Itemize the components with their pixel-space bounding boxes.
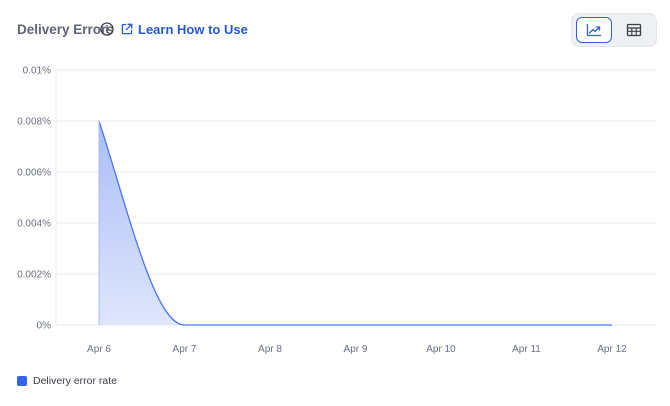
series-area [99, 121, 612, 325]
external-link-icon [121, 23, 133, 35]
legend-swatch [17, 376, 27, 386]
y-tick-label: 0.004% [17, 219, 51, 230]
x-tick-label: Apr 11 [512, 344, 541, 355]
y-tick-label: 0.002% [17, 270, 51, 281]
learn-how-to-use-link[interactable]: Learn How to Use [121, 21, 248, 37]
table-icon [626, 23, 642, 37]
info-icon[interactable] [100, 22, 114, 36]
learn-link-label: Learn How to Use [138, 21, 248, 37]
x-tick-label: Apr 7 [173, 344, 197, 355]
chart-view-button[interactable] [576, 17, 612, 43]
y-tick-label: 0.006% [17, 168, 51, 179]
y-tick-label: 0.01% [23, 66, 51, 77]
table-view-button[interactable] [616, 17, 652, 43]
line-chart-icon [586, 24, 601, 37]
x-tick-label: Apr 6 [87, 344, 111, 355]
page-title: Delivery Errors [17, 22, 114, 37]
x-tick-label: Apr 9 [344, 344, 368, 355]
x-tick-label: Apr 8 [258, 344, 282, 355]
y-tick-label: 0.008% [17, 117, 51, 128]
y-tick-label: 0% [37, 321, 52, 332]
series-line [98, 120, 612, 326]
view-toggle [571, 13, 657, 47]
chart-header: Delivery Errors Learn How to Use [0, 0, 670, 60]
legend-label: Delivery error rate [33, 375, 118, 387]
x-tick-label: Apr 10 [426, 344, 456, 355]
x-tick-label: Apr 12 [597, 344, 627, 355]
chart-legend: Delivery error rate [17, 375, 117, 387]
